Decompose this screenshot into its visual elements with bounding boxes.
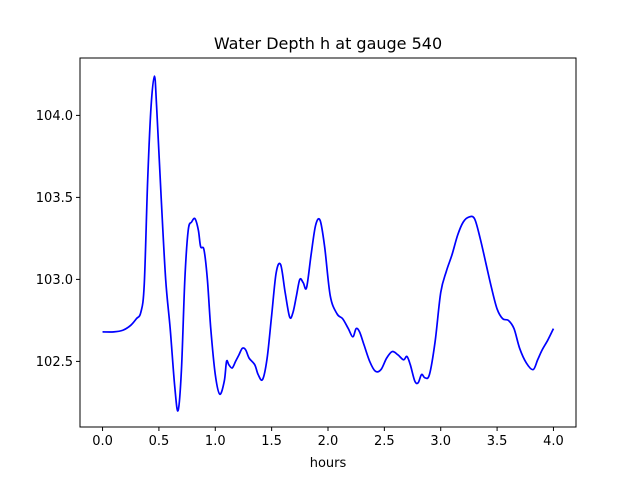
y-tick-label: 103.5 — [36, 191, 73, 206]
y-tick-label: 102.5 — [36, 355, 73, 370]
x-tick-label: 2.5 — [374, 434, 395, 449]
y-tick-label: 104.0 — [36, 109, 73, 124]
x-tick-label: 3.0 — [430, 434, 451, 449]
x-axis-label: hours — [310, 456, 347, 471]
x-tick-label: 0.0 — [92, 434, 113, 449]
x-tick-label: 1.5 — [261, 434, 282, 449]
x-tick-label: 0.5 — [149, 434, 170, 449]
y-tick-label: 103.0 — [36, 273, 73, 288]
x-tick-label: 3.5 — [487, 434, 508, 449]
x-tick-label: 4.0 — [543, 434, 564, 449]
x-tick-label: 2.0 — [318, 434, 339, 449]
chart-title: Water Depth h at gauge 540 — [214, 34, 442, 53]
x-tick-label: 1.0 — [205, 434, 226, 449]
series-line-0 — [102, 75, 555, 412]
